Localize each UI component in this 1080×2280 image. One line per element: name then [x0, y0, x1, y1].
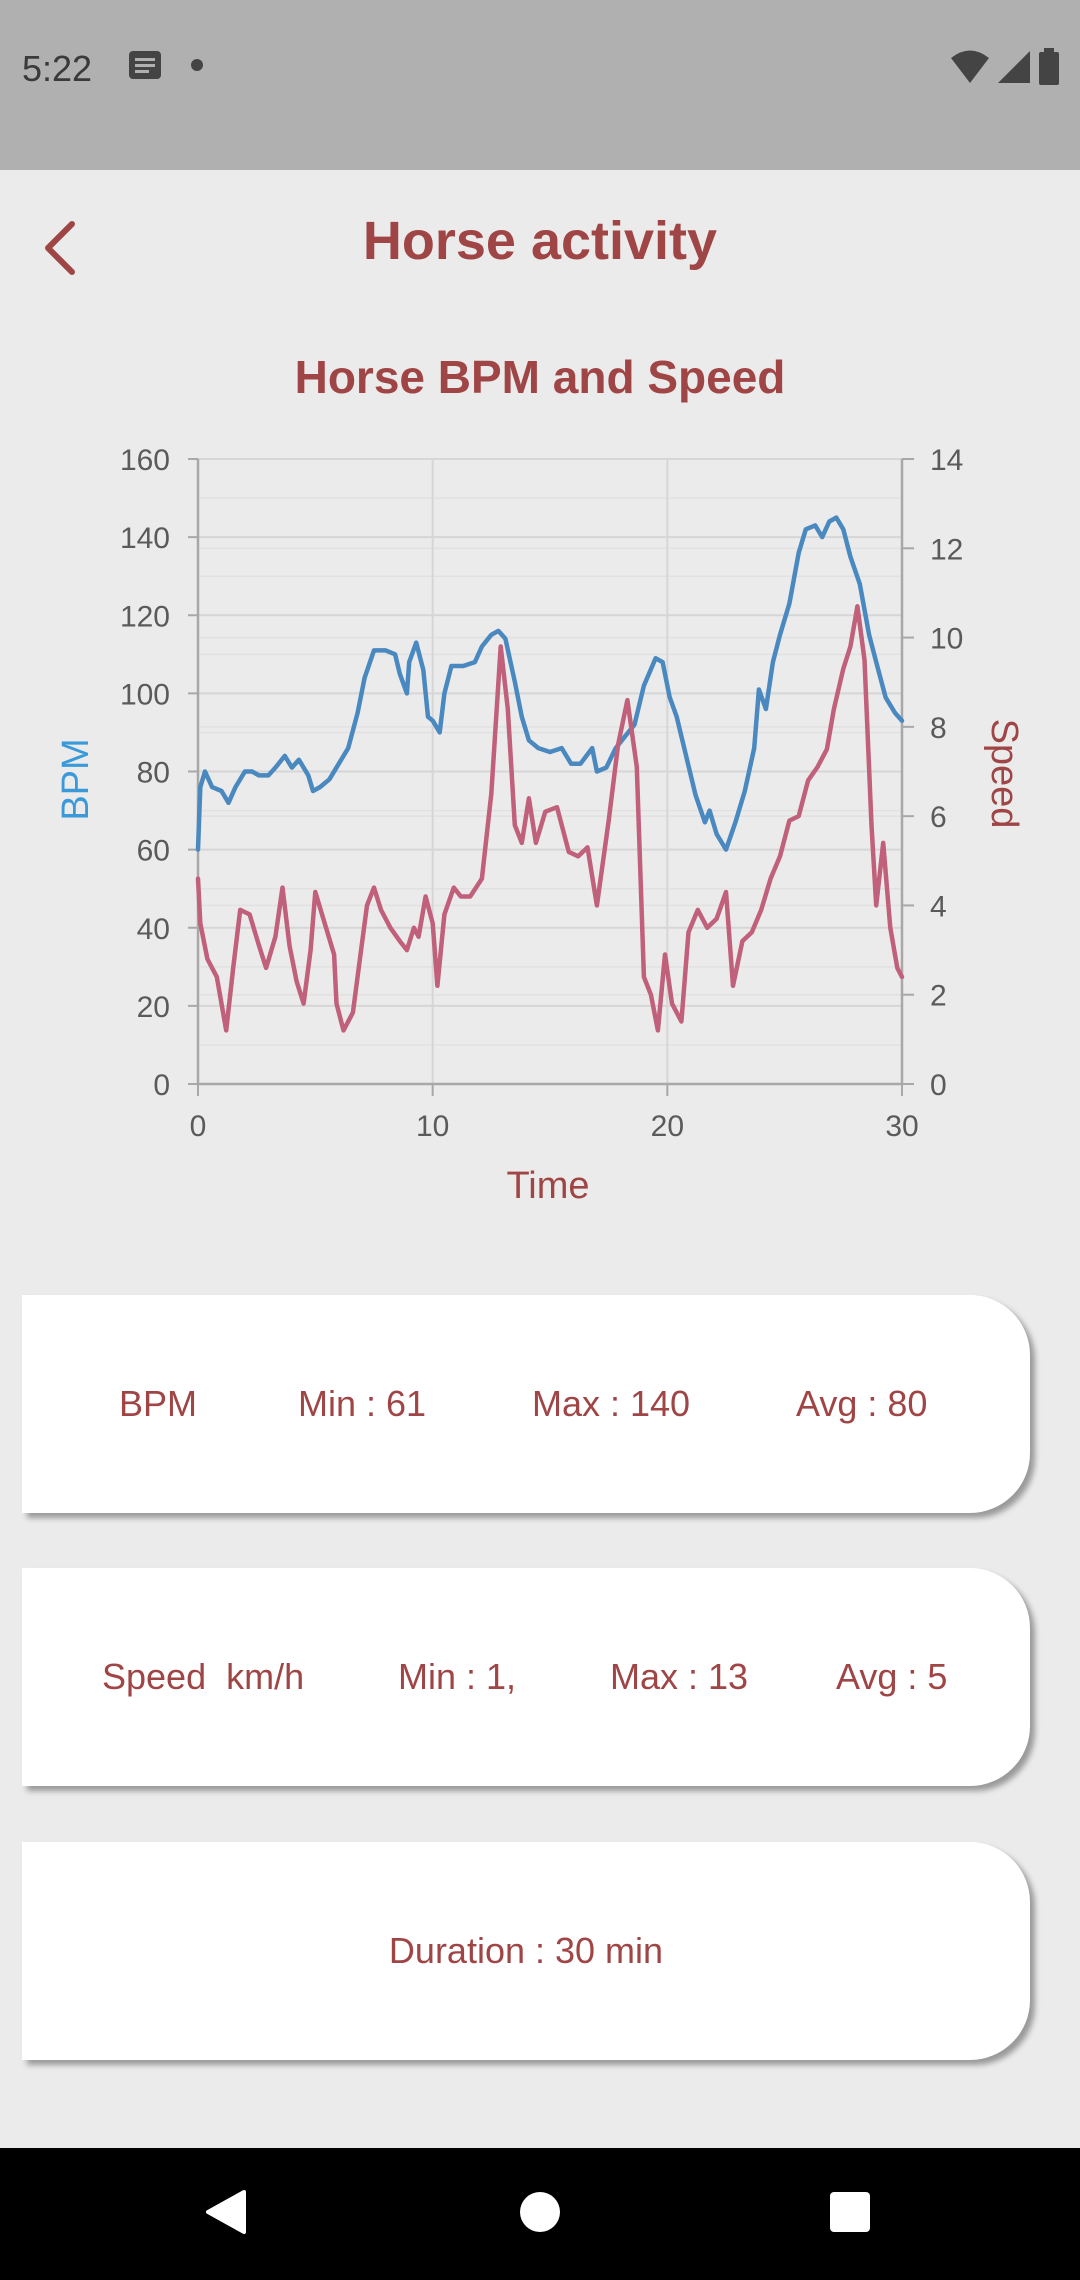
y-right-axis-label: Speed: [983, 719, 1025, 829]
x-tick-label: 10: [416, 1110, 449, 1143]
x-axis-label: Time: [506, 1165, 589, 1207]
status-right-icons: [950, 48, 1060, 91]
back-button[interactable]: [30, 220, 90, 280]
square-recents-icon: [829, 2191, 871, 2238]
y-right-tick-label: 0: [930, 1069, 947, 1102]
circle-home-icon: [518, 2190, 562, 2239]
speed-stats-card: Speed km/h Min : 1, Max : 13 Avg : 5: [22, 1568, 1030, 1786]
y-right-tick-label: 8: [930, 712, 947, 745]
bpm-min: Min : 61: [298, 1383, 427, 1424]
battery-icon: [1038, 48, 1060, 91]
y-left-tick-label: 20: [137, 991, 170, 1024]
y-left-tick-label: 80: [137, 757, 170, 790]
bpm-label: BPM: [119, 1383, 198, 1424]
y-left-axis-label: BPM: [55, 738, 97, 820]
series-line-bpm: [195, 515, 905, 852]
y-right-tick-label: 4: [930, 890, 947, 923]
signal-icon: [996, 49, 1032, 90]
speed-label: Speed km/h: [102, 1656, 305, 1697]
bpm-stats-card: BPM Min : 61 Max : 140 Avg : 80: [22, 1295, 1030, 1513]
x-tick-label: 20: [651, 1110, 684, 1143]
triangle-back-icon: [204, 2188, 248, 2241]
notification-icon: [128, 50, 162, 85]
speed-min: Min : 1,: [398, 1656, 517, 1697]
x-tick-label: 30: [885, 1110, 918, 1143]
chart-area: Horse BPM and Speed 0 20 40 60 80 100 120 140 16…: [0, 320, 1080, 1240]
series-line-speed: [195, 604, 905, 1033]
status-bar: 5:22: [0, 0, 1080, 170]
y-left-tick-label: 100: [120, 678, 170, 711]
y-left-tick-label: 40: [137, 913, 170, 946]
status-time: 5:22: [22, 48, 93, 89]
y-right-tick-label: 10: [930, 623, 963, 656]
status-left-icons: [128, 50, 204, 85]
y-left-tick-label: 160: [120, 444, 170, 477]
x-tick-label: 0: [190, 1110, 207, 1143]
dot-icon: [190, 58, 204, 77]
duration-label: Duration : 30 min: [388, 1930, 664, 1971]
y-left-tick-label: 60: [137, 835, 170, 868]
chart-title: Horse BPM and Speed: [294, 351, 786, 403]
y-left-tick-label: 140: [120, 522, 170, 555]
bpm-max: Max : 140: [532, 1383, 691, 1424]
page-title: Horse activity: [362, 211, 718, 271]
chevron-left-icon: [40, 220, 80, 281]
y-right-tick-label: 2: [930, 980, 947, 1013]
nav-back-button[interactable]: [190, 2178, 262, 2250]
app-header: Horse activity: [0, 170, 1080, 320]
y-left-tick-label: 0: [153, 1069, 170, 1102]
y-right-tick-label: 14: [930, 444, 963, 477]
y-right-tick-label: 12: [930, 533, 963, 566]
wifi-icon: [950, 49, 990, 90]
y-left-tick-label: 120: [120, 600, 170, 633]
speed-max: Max : 13: [610, 1656, 749, 1697]
navigation-bar: [0, 2148, 1080, 2280]
duration-card: Duration : 30 min: [22, 1842, 1030, 2060]
nav-home-button[interactable]: [504, 2178, 576, 2250]
bpm-avg: Avg : 80: [796, 1383, 928, 1424]
y-right-tick-label: 6: [930, 801, 947, 834]
nav-recents-button[interactable]: [814, 2178, 886, 2250]
speed-avg: Avg : 5: [836, 1656, 948, 1697]
